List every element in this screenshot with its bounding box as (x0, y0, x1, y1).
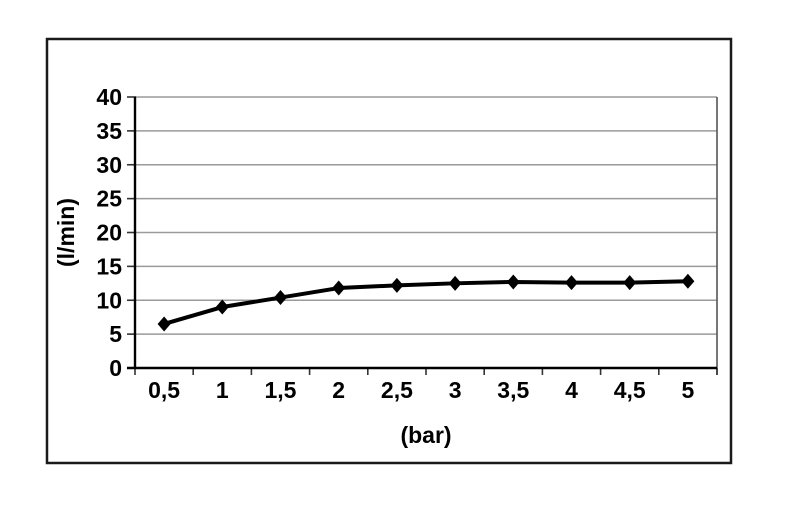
y-axis-tick-label: 0 (109, 355, 122, 381)
data-point-marker (681, 273, 695, 289)
x-axis-title: (bar) (400, 422, 451, 448)
x-axis-tick-label: 4 (565, 377, 578, 403)
x-axis-tick-label: 4,5 (614, 377, 646, 403)
data-point-marker (390, 277, 404, 293)
x-axis-tick-label: 1,5 (265, 377, 297, 403)
data-point-marker (623, 275, 637, 291)
y-axis-tick-label: 20 (96, 220, 122, 246)
y-axis-tick-label: 25 (96, 186, 122, 212)
data-point-marker (215, 299, 229, 315)
x-axis-tick-label: 3,5 (497, 377, 529, 403)
x-axis-tick-label: 2 (332, 377, 345, 403)
data-point-marker (332, 280, 346, 296)
x-axis-tick-label: 1 (216, 377, 229, 403)
x-axis-tick-label: 3 (449, 377, 462, 403)
chart-border (45, 37, 733, 465)
data-point-marker (565, 275, 578, 291)
series-line (162, 279, 690, 326)
x-axis-tick-label: 5 (682, 377, 695, 403)
y-axis-tick-label: 15 (96, 253, 122, 279)
data-point-marker (157, 316, 171, 332)
y-axis-title: (l/min) (53, 198, 79, 267)
data-point-marker (274, 290, 287, 306)
y-axis-tick-label: 40 (96, 84, 122, 110)
x-axis-tick-label: 0,5 (148, 377, 180, 403)
y-axis-tick-label: 5 (109, 321, 122, 347)
y-axis-tick-label: 35 (96, 118, 122, 144)
data-point-marker (448, 275, 462, 291)
x-axis-tick-label: 2,5 (381, 377, 413, 403)
data-point-marker (506, 274, 520, 290)
y-axis-tick-label: 30 (96, 152, 122, 178)
y-axis-tick-label: 10 (96, 287, 122, 313)
